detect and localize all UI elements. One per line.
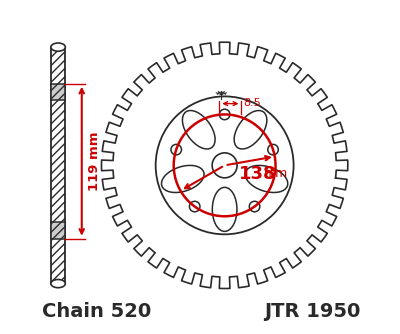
Circle shape (190, 201, 200, 212)
Text: mm: mm (264, 167, 288, 180)
Ellipse shape (51, 43, 65, 51)
Bar (51, 84, 65, 100)
Ellipse shape (212, 187, 237, 231)
Text: 119 mm: 119 mm (88, 132, 101, 191)
Polygon shape (102, 42, 348, 289)
Circle shape (268, 144, 278, 155)
Bar (51, 84, 65, 100)
Text: 138: 138 (240, 165, 277, 183)
Circle shape (249, 201, 260, 212)
Bar (51, 222, 65, 239)
Bar (51, 47, 65, 284)
Text: JTR 1950: JTR 1950 (264, 302, 361, 321)
Circle shape (212, 153, 237, 178)
Text: 8.5: 8.5 (243, 98, 261, 108)
Circle shape (219, 109, 230, 120)
Circle shape (171, 144, 182, 155)
Ellipse shape (245, 165, 288, 192)
Ellipse shape (182, 111, 215, 149)
Ellipse shape (234, 111, 267, 149)
Ellipse shape (51, 280, 65, 288)
Bar (51, 222, 65, 239)
Ellipse shape (162, 165, 204, 192)
Text: Chain 520: Chain 520 (42, 302, 152, 321)
Bar (51, 47, 65, 284)
